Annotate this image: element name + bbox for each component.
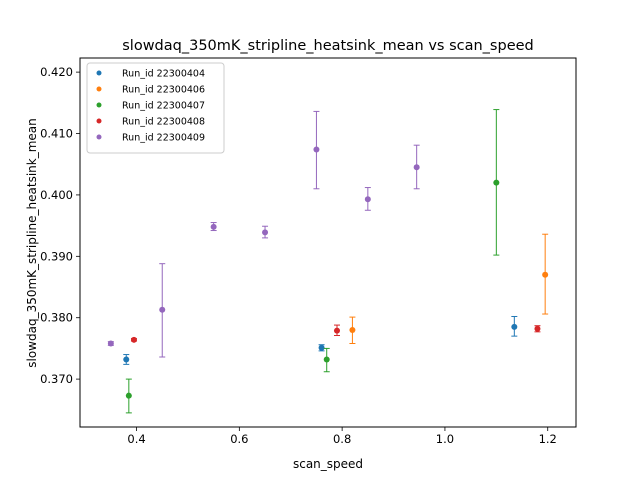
legend-marker bbox=[96, 118, 102, 124]
axis-ticks: 0.4 0.6 0.8 1.0 1.2 0.370 0.380 0.390 0.400 0.410… bbox=[40, 65, 557, 446]
x-tick-label: 0.4 bbox=[127, 432, 145, 446]
legend-box bbox=[86, 62, 225, 154]
legend-label: Run_id 22300409 bbox=[122, 133, 205, 144]
chart-title: slowdaq_350mK_stripline_heatsink_mean vs… bbox=[122, 38, 534, 54]
data-point bbox=[333, 327, 340, 334]
data-point bbox=[125, 392, 132, 399]
series-4 bbox=[130, 324, 541, 343]
legend-label: Run_id 22300406 bbox=[122, 85, 205, 96]
legend-marker bbox=[96, 102, 102, 108]
plot-frame bbox=[79, 57, 577, 428]
series-2 bbox=[349, 233, 549, 344]
series-1 bbox=[123, 315, 518, 365]
data-point bbox=[210, 223, 217, 230]
data-point bbox=[313, 146, 320, 153]
y-tick-label: 0.420 bbox=[40, 65, 73, 79]
y-tick-label: 0.410 bbox=[40, 127, 73, 141]
data-point bbox=[511, 323, 518, 330]
data-point bbox=[493, 179, 500, 186]
data-point bbox=[413, 164, 420, 171]
legend: Run_id 22300404 Run_id 22300406 Run_id 223… bbox=[86, 62, 225, 154]
y-tick-label: 0.390 bbox=[40, 249, 73, 263]
x-tick-label: 0.8 bbox=[333, 432, 351, 446]
data-point bbox=[318, 344, 325, 351]
data-point bbox=[262, 229, 269, 236]
legend-marker bbox=[96, 70, 102, 76]
data-point bbox=[323, 356, 330, 363]
y-tick-label: 0.380 bbox=[40, 311, 73, 325]
legend-marker bbox=[96, 86, 102, 92]
legend-label: Run_id 22300407 bbox=[122, 101, 205, 112]
y-tick-label: 0.370 bbox=[40, 372, 73, 386]
plot-marks bbox=[107, 109, 549, 414]
y-tick-label: 0.400 bbox=[40, 188, 73, 202]
data-point bbox=[159, 306, 166, 313]
x-tick-label: 1.2 bbox=[539, 432, 557, 446]
data-point bbox=[349, 326, 356, 333]
series-3 bbox=[125, 109, 500, 414]
data-point bbox=[130, 336, 137, 343]
legend-label: Run_id 22300408 bbox=[122, 117, 205, 128]
x-tick-label: 1.0 bbox=[436, 432, 454, 446]
x-tick-label: 0.6 bbox=[230, 432, 248, 446]
x-axis-label: scan_speed bbox=[293, 457, 363, 471]
data-point bbox=[542, 271, 549, 278]
data-point bbox=[534, 325, 541, 332]
data-point bbox=[107, 340, 114, 347]
series-5 bbox=[107, 110, 420, 358]
legend-marker bbox=[96, 134, 102, 140]
y-axis-label: slowdaq_350mK_stripline_heatsink_mean bbox=[25, 118, 39, 368]
data-point bbox=[364, 196, 371, 203]
legend-label: Run_id 22300404 bbox=[122, 69, 205, 80]
data-point bbox=[123, 356, 130, 363]
